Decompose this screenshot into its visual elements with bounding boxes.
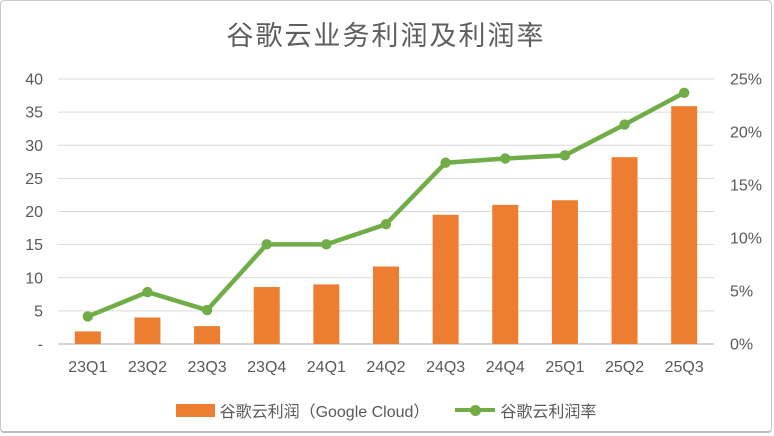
bar-23Q2: [134, 317, 161, 344]
x-axis-label-24Q4: 24Q4: [486, 359, 525, 376]
bar-23Q3: [194, 326, 221, 344]
bar-24Q4: [492, 204, 519, 344]
legend: 谷歌云利润（Google Cloud） 谷歌云利润率: [1, 398, 771, 422]
x-axis-label-23Q1: 23Q1: [68, 359, 107, 376]
bar-series-swatch: [175, 403, 215, 417]
line-point-24Q2: [380, 219, 392, 230]
bar-24Q3: [432, 214, 459, 344]
left-axis-tick: 35: [25, 105, 43, 122]
line-point-25Q2: [619, 119, 630, 130]
line-point-24Q3: [440, 157, 451, 168]
left-axis-tick: 5: [34, 303, 43, 320]
legend-item-margin: 谷歌云利润率: [455, 398, 596, 422]
bar-25Q3: [671, 106, 698, 344]
left-axis-tick: 20: [25, 204, 43, 221]
left-axis-tick: 15: [25, 237, 43, 254]
right-axis-tick: 10%: [730, 231, 762, 248]
line-point-24Q1: [321, 239, 332, 250]
bar-23Q4: [253, 287, 280, 344]
line-series-swatch: [455, 404, 496, 416]
right-axis-tick: 20%: [730, 125, 762, 142]
left-axis-tick: 25: [25, 171, 43, 188]
left-axis-tick: 10: [25, 270, 43, 287]
legend-label-margin: 谷歌云利润率: [500, 404, 597, 421]
line-point-23Q1: [82, 311, 94, 322]
left-axis-tick: -: [38, 337, 43, 354]
x-axis-label-23Q2: 23Q2: [128, 359, 167, 376]
left-axis-tick: 40: [25, 72, 43, 89]
x-axis-label-23Q4: 23Q4: [247, 359, 286, 376]
line-point-23Q4: [261, 239, 272, 250]
bar-24Q2: [373, 266, 399, 344]
x-axis-label-24Q1: 24Q1: [307, 359, 346, 376]
bar-25Q2: [611, 157, 638, 344]
x-axis-label-25Q1: 25Q1: [545, 359, 584, 376]
line-point-25Q3: [678, 87, 690, 98]
line-point-23Q2: [142, 286, 153, 298]
legend-item-profit: 谷歌云利润（Google Cloud）: [175, 398, 430, 422]
right-axis-tick: 15%: [730, 178, 762, 195]
left-axis-tick: 30: [25, 138, 43, 155]
bar-25Q1: [551, 200, 578, 344]
line-point-24Q4: [500, 153, 511, 164]
x-axis-label-25Q3: 25Q3: [665, 359, 704, 376]
right-axis-tick: 5%: [730, 284, 753, 301]
right-axis-tick: 0%: [730, 337, 753, 354]
x-axis-label-24Q3: 24Q3: [426, 359, 465, 376]
x-axis-label-25Q2: 25Q2: [605, 359, 644, 376]
bar-24Q1: [313, 284, 340, 344]
x-axis-label-23Q3: 23Q3: [188, 359, 227, 376]
x-axis-label-24Q2: 24Q2: [366, 359, 405, 376]
line-point-23Q3: [201, 304, 213, 316]
line-swatch-marker-icon: [469, 404, 481, 416]
bar-23Q1: [74, 331, 101, 344]
right-axis-tick: 25%: [730, 72, 762, 89]
legend-label-profit: 谷歌云利润（Google Cloud）: [219, 404, 430, 421]
chart-title: 谷歌云业务利润及利润率: [226, 21, 546, 51]
line-point-25Q1: [559, 150, 571, 161]
